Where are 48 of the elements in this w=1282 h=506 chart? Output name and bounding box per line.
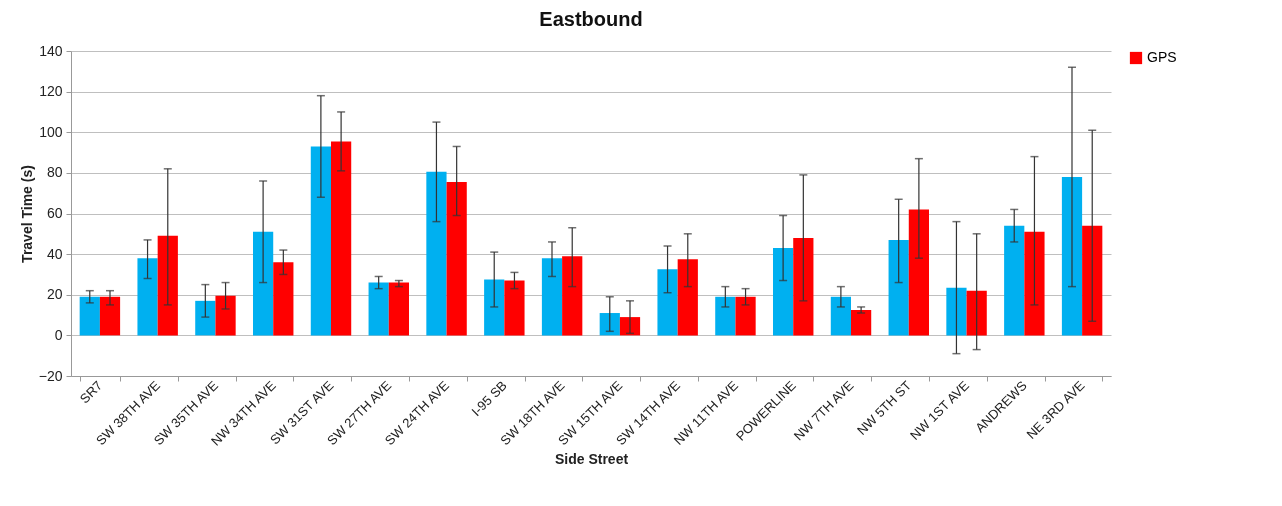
bar xyxy=(331,141,352,336)
y-tick-label: 80 xyxy=(46,164,63,181)
y-tick-label: 100 xyxy=(39,123,63,140)
bar xyxy=(484,279,505,336)
bar xyxy=(137,258,158,336)
bar xyxy=(541,258,563,336)
y-axis-title: Travel Time (s) xyxy=(18,165,35,263)
y-tick-label: 140 xyxy=(39,42,63,59)
bar xyxy=(273,262,294,336)
y-tick-label: 120 xyxy=(39,83,63,100)
x-tick-label: I-95 SB xyxy=(468,377,510,420)
bar xyxy=(657,269,678,336)
bar xyxy=(888,239,909,336)
bar xyxy=(1024,231,1045,336)
bar xyxy=(793,237,814,336)
bar xyxy=(599,313,620,336)
bar xyxy=(253,231,274,336)
x-axis-title: Side Street xyxy=(554,451,629,468)
bar xyxy=(946,287,967,336)
y-tick-label: 20 xyxy=(46,286,63,303)
y-tick-label: −20 xyxy=(38,367,63,384)
bar xyxy=(157,235,178,336)
bar xyxy=(851,309,872,336)
bar xyxy=(735,296,756,336)
y-tick-label: 0 xyxy=(54,326,63,343)
bar xyxy=(426,171,447,336)
bar xyxy=(368,282,389,336)
bar xyxy=(388,282,409,336)
bar xyxy=(908,209,929,336)
bar xyxy=(310,146,331,336)
bar xyxy=(99,296,121,336)
bar xyxy=(504,280,525,336)
bar xyxy=(1082,225,1103,336)
bar xyxy=(773,248,794,336)
bar xyxy=(562,256,583,336)
y-tick-label: 60 xyxy=(46,205,63,221)
bar xyxy=(79,296,100,336)
bar xyxy=(966,290,987,336)
bar xyxy=(1004,225,1025,336)
bar xyxy=(677,259,698,336)
bar xyxy=(446,182,467,336)
bar xyxy=(195,300,216,336)
bar xyxy=(215,295,236,336)
bar xyxy=(830,296,851,336)
legend-label: GPS xyxy=(1147,49,1177,65)
chart-title: Eastbound xyxy=(539,8,643,30)
bar xyxy=(715,296,736,336)
y-tick-label: 40 xyxy=(46,245,63,262)
